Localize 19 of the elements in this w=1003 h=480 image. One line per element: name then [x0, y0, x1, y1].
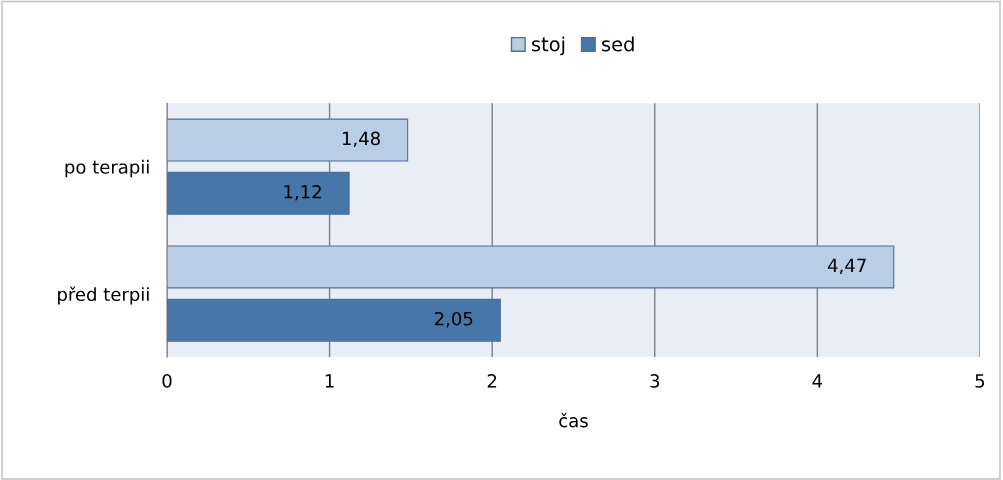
x-axis-title: čas [559, 412, 588, 428]
x-tick-label: 1 [325, 374, 334, 388]
x-tick-label: 3 [650, 374, 660, 388]
y-tick-label: po terapii [65, 159, 149, 178]
data-label: 2,05 [434, 311, 473, 328]
bar [167, 298, 501, 342]
x-tick-label: 5 [975, 374, 985, 388]
bar [167, 171, 350, 215]
data-label: 1,12 [284, 184, 321, 201]
y-tick-label: před terpii [58, 286, 149, 305]
x-tick-label: 0 [162, 374, 172, 388]
data-label: 4,47 [827, 258, 866, 275]
x-tick-label: 4 [812, 374, 823, 388]
data-label: 1,48 [342, 131, 380, 148]
bar [167, 118, 409, 162]
x-tick-label: 2 [487, 374, 497, 388]
legend-label: stoj [532, 36, 565, 56]
legend-label: sed [602, 36, 634, 52]
bar [167, 245, 895, 289]
